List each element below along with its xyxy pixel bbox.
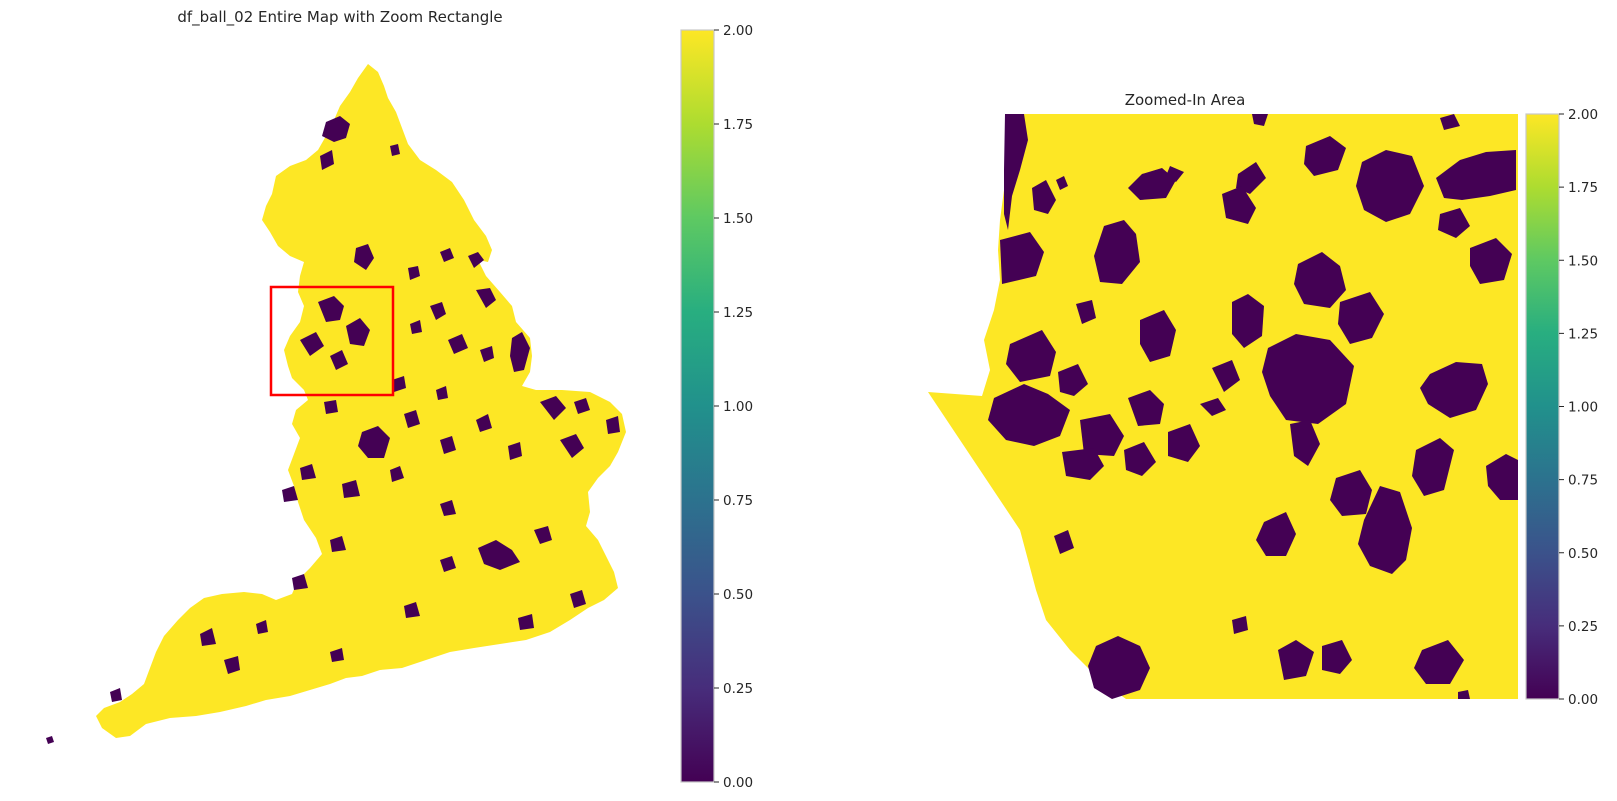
england-landmass xyxy=(96,64,626,738)
left-colorbar-tick-label: 1.50 xyxy=(723,211,753,227)
right-low-value-regions xyxy=(988,114,1518,699)
right-colorbar-tick-label: 1.25 xyxy=(1568,326,1598,342)
right-colorbar-gradient xyxy=(1526,114,1559,699)
right-colorbar: 0.00 0.25 0.50 0.75 1.00 1.25 1.50 1.75 2.00 xyxy=(1525,107,1598,708)
left-colorbar-gradient xyxy=(681,30,714,782)
isles-of-scilly xyxy=(46,736,54,744)
right-colorbar-tick-label: 0.00 xyxy=(1568,692,1598,708)
left-colorbar-tick-label: 1.00 xyxy=(723,399,753,415)
right-colorbar-tick-label: 1.00 xyxy=(1568,400,1598,416)
right-colorbar-tick-label: 1.75 xyxy=(1568,180,1598,196)
left-colorbar-tick-label: 0.50 xyxy=(723,587,753,603)
left-colorbar-tick-label: 0.00 xyxy=(723,775,753,791)
left-colorbar-ticks: 0.00 0.25 0.50 0.75 1.00 1.25 1.50 1.75 2.00 xyxy=(714,23,753,791)
right-colorbar-tick-label: 0.50 xyxy=(1568,546,1598,562)
left-colorbar-tick-label: 0.25 xyxy=(723,681,753,697)
right-colorbar-tick-label: 1.50 xyxy=(1568,253,1598,269)
left-colorbar: 0.00 0.25 0.50 0.75 1.00 1.25 1.50 1.75 2.00 xyxy=(680,23,753,791)
right-colorbar-ticks: 0.00 0.25 0.50 0.75 1.00 1.25 1.50 1.75 2.00 xyxy=(1559,107,1598,708)
left-panel-title: df_ball_02 Entire Map with Zoom Rectangl… xyxy=(177,8,502,27)
england-map xyxy=(46,64,626,744)
right-colorbar-tick-label: 0.25 xyxy=(1568,619,1598,635)
left-colorbar-tick-label: 1.75 xyxy=(723,117,753,133)
left-colorbar-tick-label: 0.75 xyxy=(723,493,753,509)
right-colorbar-tick-label: 0.75 xyxy=(1568,473,1598,489)
left-colorbar-tick-label: 1.25 xyxy=(723,305,753,321)
zoom-rectangle xyxy=(269,285,395,397)
right-colorbar-tick-label: 2.00 xyxy=(1568,107,1598,123)
zoomed-map xyxy=(928,114,1518,699)
right-panel-title: Zoomed-In Area xyxy=(1125,91,1246,109)
left-low-value-regions xyxy=(110,116,620,702)
left-colorbar-tick-label: 2.00 xyxy=(723,23,753,39)
